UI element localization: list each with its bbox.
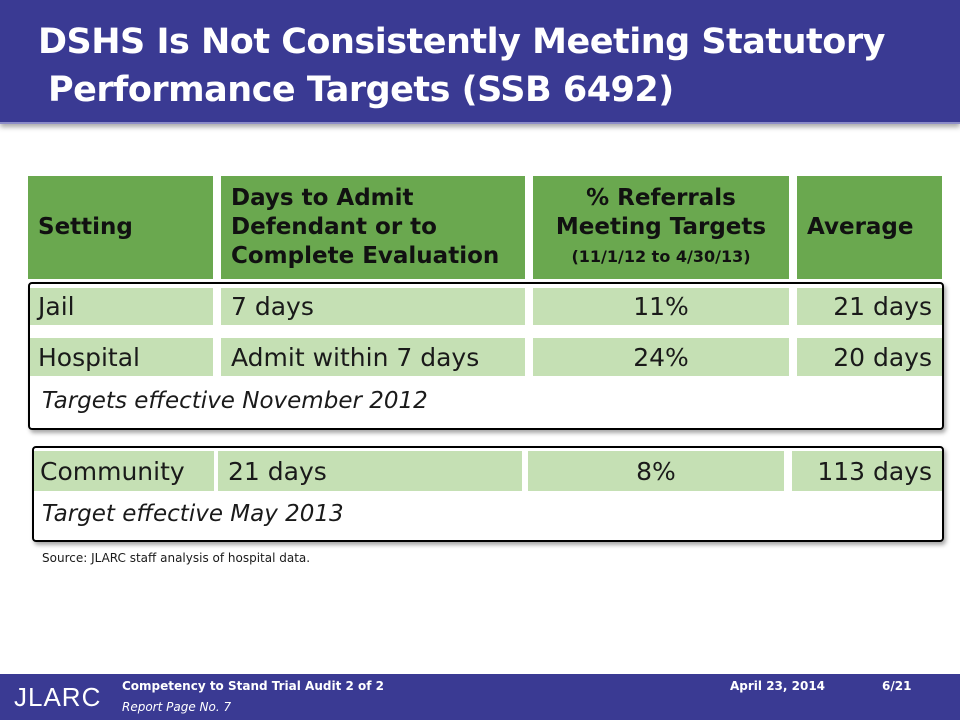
- table-row-hospital-average: 20 days: [797, 338, 942, 376]
- table-row-hospital-percent: 24%: [533, 338, 789, 376]
- footer-date: April 23, 2014: [730, 679, 826, 693]
- cell-percent: 8%: [636, 456, 676, 486]
- header-average: Average: [797, 176, 942, 279]
- table-row-jail-average: 21 days: [797, 288, 942, 325]
- table-row-jail-setting: Jail: [30, 288, 213, 325]
- header-setting-label: Setting: [38, 214, 133, 240]
- cell-days: Admit within 7 days: [231, 342, 480, 372]
- jlarc-logo: JLARC: [14, 682, 102, 712]
- header-percent-line-2: Meeting Targets: [555, 214, 767, 240]
- cell-setting: Hospital: [38, 342, 141, 372]
- header-days-line-2: Defendant or to: [231, 214, 437, 240]
- cell-percent: 11%: [633, 292, 689, 321]
- note-targets-november-2012: Targets effective November 2012: [42, 388, 428, 414]
- group-box-november-2012: [28, 282, 944, 430]
- header-percent-line-1: % Referrals: [586, 185, 736, 211]
- header-days: Days to Admit Defendant or to Complete E…: [221, 176, 525, 279]
- source-note: Source: JLARC staff analysis of hospital…: [42, 551, 311, 565]
- cell-setting: Jail: [38, 292, 75, 321]
- table-row-community-days: 21 days: [218, 451, 522, 491]
- header-percent: % Referrals Meeting Targets (11/1/12 to …: [533, 176, 789, 279]
- table-row-jail-days: 7 days: [221, 288, 525, 325]
- footer-audit-title: Competency to Stand Trial Audit 2 of 2: [122, 679, 385, 693]
- cell-average: 113 days: [817, 456, 932, 486]
- footer-bar: JLARC Competency to Stand Trial Audit 2 …: [0, 674, 960, 720]
- header-days-line-1: Days to Admit: [231, 185, 414, 211]
- cell-average: 20 days: [833, 342, 932, 372]
- table-row-community-average: 113 days: [792, 451, 942, 491]
- table-row-jail-percent: 11%: [533, 288, 789, 325]
- header-average-label: Average: [807, 214, 914, 240]
- header-percent-line-3: (11/1/12 to 4/30/13): [571, 247, 751, 266]
- cell-days: 21 days: [228, 456, 327, 486]
- note-target-may-2013: Target effective May 2013: [42, 501, 344, 527]
- cell-setting: Community: [40, 456, 185, 486]
- table-row-community-setting: Community: [34, 451, 214, 491]
- slide-title-line-1: DSHS Is Not Consistently Meeting Statuto…: [38, 22, 885, 62]
- header-setting: Setting: [28, 176, 213, 279]
- cell-average: 21 days: [833, 292, 932, 321]
- table-row-community-percent: 8%: [528, 451, 784, 491]
- slide-title-line-2: Performance Targets (SSB 6492): [48, 70, 674, 110]
- footer-slide-number: 6/21: [882, 679, 912, 693]
- table-row-hospital-setting: Hospital: [30, 338, 213, 376]
- group-box-may-2013: [32, 446, 944, 542]
- cell-days: 7 days: [231, 292, 314, 321]
- cell-percent: 24%: [633, 342, 689, 372]
- title-bar: DSHS Is Not Consistently Meeting Statuto…: [0, 0, 960, 124]
- header-days-line-3: Complete Evaluation: [231, 243, 500, 269]
- footer-report-page: Report Page No. 7: [122, 700, 232, 714]
- table-row-hospital-days: Admit within 7 days: [221, 338, 525, 376]
